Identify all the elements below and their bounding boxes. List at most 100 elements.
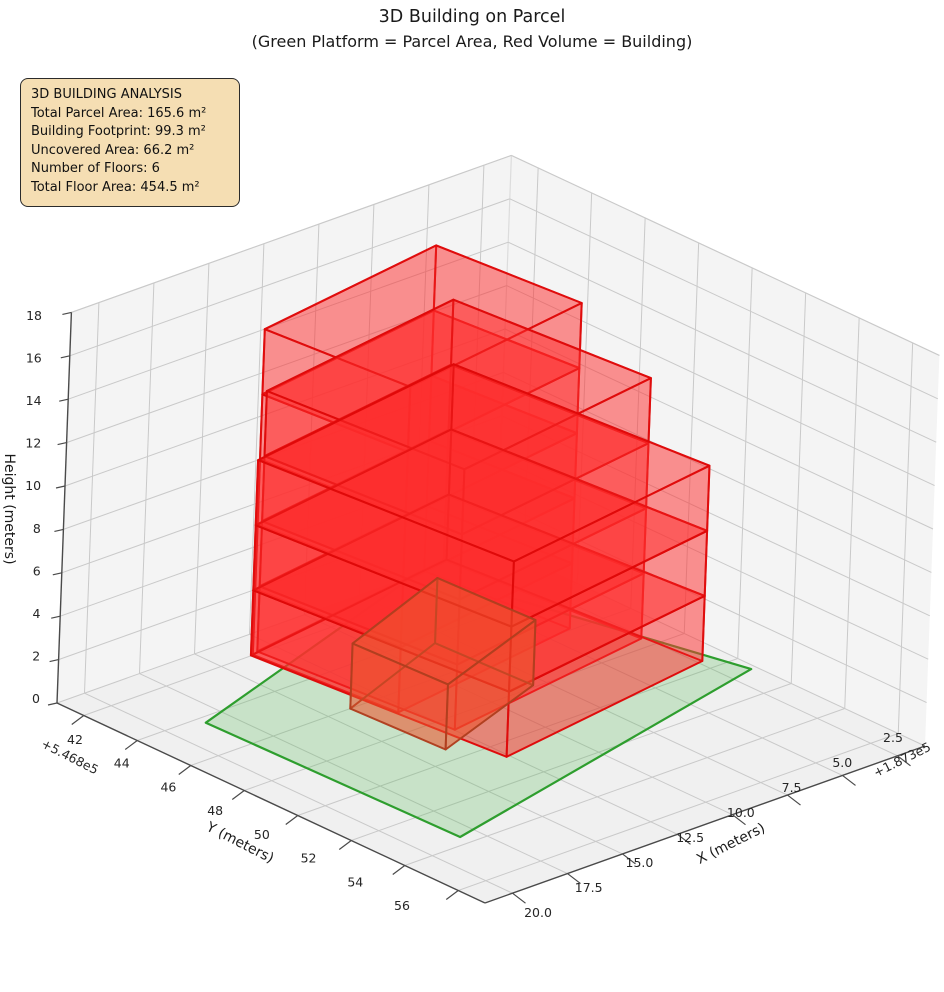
y-gridline-wall: [790, 292, 807, 684]
info-box-title: 3D BUILDING ANALYSIS: [31, 87, 183, 102]
z-gridline-left: [69, 198, 510, 357]
y-gridline-wall: [523, 167, 539, 559]
x-gridline-wall: [249, 243, 265, 635]
z-gridline-right: [496, 545, 926, 747]
y-tick: [285, 815, 299, 825]
x-tick-label: 5.0: [832, 755, 852, 770]
x-gridline: [359, 594, 788, 796]
annex-3m-face-front-right: [444, 619, 537, 751]
y-tick: [231, 790, 245, 800]
z-tick: [62, 311, 72, 315]
x-tick: [512, 892, 526, 904]
info-box-line: Total Parcel Area: 165.6 m²: [31, 105, 207, 121]
x-gridline: [139, 673, 568, 875]
z-tick-label: 6: [33, 563, 41, 578]
x-tick: [732, 814, 746, 826]
x-tick-label: 12.5: [676, 830, 704, 845]
analysis-info-box: 3D BUILDING ANALYSIS Total Parcel Area: …: [20, 78, 240, 207]
z-gridline-right: [504, 328, 934, 530]
x-gridline-wall: [469, 165, 485, 556]
z-gridline-right: [509, 198, 939, 400]
y-tick-label: 46: [160, 779, 176, 794]
x-tick-label: 2.5: [883, 730, 903, 745]
x-tick-label: 7.5: [782, 780, 802, 795]
z-tick: [59, 398, 69, 402]
z-tick-label: 18: [26, 308, 42, 323]
z-tick: [52, 572, 62, 576]
x-gridline-wall: [359, 204, 375, 596]
y-gridline-wall: [897, 342, 914, 734]
z-gridline-right: [503, 371, 932, 573]
z-gridline-right: [501, 415, 931, 617]
z-tick-label: 8: [33, 521, 41, 536]
x-tick-label: 17.5: [575, 880, 603, 895]
y-tick-label: 50: [254, 827, 270, 842]
x-tick: [622, 853, 636, 865]
tick-marks: [47, 311, 911, 904]
z-axis-label: Height (meters): [1, 453, 17, 565]
info-box-line: Number of Floors: 6: [31, 161, 160, 177]
y-gridline: [137, 583, 578, 741]
y-gridline-wall: [576, 192, 593, 584]
y-tick-label: 42: [67, 732, 83, 747]
z-gridline-left: [71, 154, 512, 313]
y-gridline-wall: [844, 317, 860, 709]
tier-9m-face-front-right: [510, 464, 711, 628]
x-gridline-wall: [139, 282, 155, 674]
chart-subtitle: (Green Platform = Parcel Area, Red Volum…: [251, 32, 693, 51]
y-gridline: [458, 733, 899, 891]
z-tick-label: 16: [26, 351, 42, 366]
y-tick: [178, 765, 192, 775]
x-tick-label: 10.0: [727, 805, 755, 820]
x-gridline-wall: [194, 263, 210, 654]
y-tick: [445, 890, 459, 900]
axis-spines: [56, 312, 926, 904]
x-axis-line: [484, 745, 926, 904]
chart-title: 3D Building on Parcel: [378, 7, 566, 27]
x-gridline-wall: [304, 224, 320, 615]
x-tick: [842, 774, 856, 786]
y-tick-label: 56: [394, 898, 410, 913]
z-tick-label: 4: [32, 606, 40, 621]
tier-12m-face-front-right: [461, 377, 652, 536]
z-axis-line: [56, 312, 73, 704]
x-tick-label: 20.0: [524, 905, 552, 920]
z-tick-label: 0: [32, 691, 40, 706]
y-gridline-wall: [630, 217, 646, 609]
z-tick: [55, 485, 66, 489]
y-tick-label: 52: [301, 851, 317, 866]
floor-pane: [57, 546, 925, 903]
z-tick-label: 12: [25, 436, 41, 451]
x-gridline: [414, 574, 843, 776]
z-gridline-right: [499, 458, 929, 660]
z-gridline-right: [498, 502, 927, 704]
x-gridline: [469, 555, 898, 757]
z-tick: [47, 702, 58, 706]
building-volume: [249, 244, 711, 758]
z-gridline-right: [511, 154, 940, 356]
y-tick-label: 54: [347, 874, 363, 889]
y-axis-line: [56, 702, 486, 904]
y-tick: [71, 715, 85, 725]
x-tick: [677, 833, 691, 845]
info-box-line: Building Footprint: 99.3 m²: [31, 124, 206, 140]
y-tick: [392, 865, 406, 875]
z-tick: [49, 659, 59, 663]
y-tick: [338, 840, 352, 850]
y-gridline-wall: [683, 242, 700, 634]
x-gridline: [304, 614, 733, 816]
z-tick: [54, 528, 64, 532]
z-tick: [57, 442, 67, 446]
z-tick-label: 10: [25, 478, 41, 493]
z-tick-label: 2: [32, 648, 40, 663]
x-gridline-wall: [84, 302, 100, 694]
x-gridline: [249, 633, 678, 835]
axes-panes: [57, 154, 940, 903]
z-gridline-right: [507, 241, 937, 443]
x-tick-label: 15.0: [626, 855, 654, 870]
x-tick: [897, 755, 911, 767]
y-tick-label: 44: [114, 756, 130, 771]
y-gridline-wall: [737, 267, 753, 659]
info-box-line: Total Floor Area: 454.5 m²: [31, 179, 200, 195]
